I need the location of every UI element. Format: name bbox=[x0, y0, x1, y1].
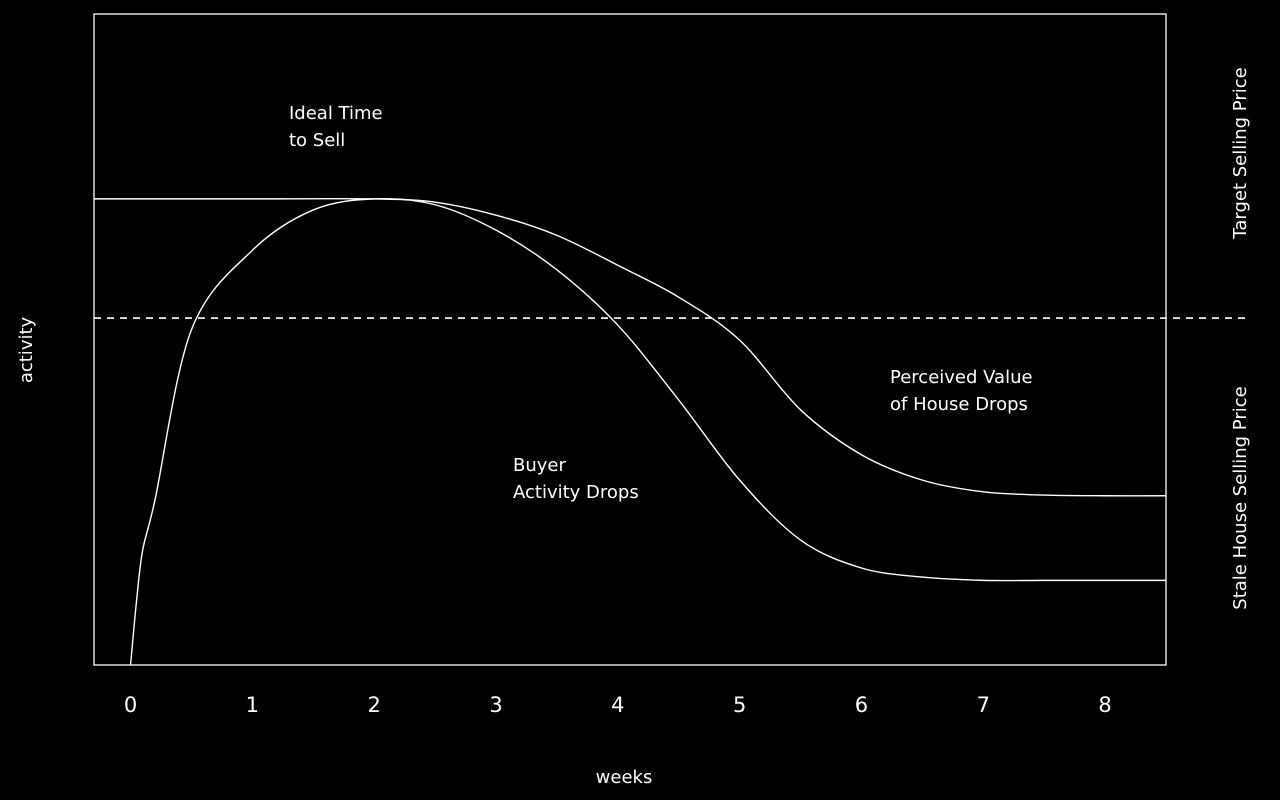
x-tick-label: 5 bbox=[733, 693, 746, 717]
x-tick-label: 6 bbox=[855, 693, 868, 717]
x-tick-label: 7 bbox=[977, 693, 990, 717]
plot-frame bbox=[93, 13, 1167, 666]
y-axis-label: activity bbox=[16, 316, 37, 383]
annotation: Ideal Time bbox=[289, 103, 383, 124]
annotation: Activity Drops bbox=[513, 482, 639, 503]
x-tick-label: 0 bbox=[124, 693, 137, 717]
right-label: Stale House Selling Price bbox=[1230, 386, 1251, 609]
annotation: Buyer bbox=[513, 455, 566, 476]
x-tick-label: 8 bbox=[1098, 693, 1111, 717]
line-series bbox=[129, 197, 1166, 666]
right-label: Target Selling Price bbox=[1230, 67, 1251, 239]
x-tick-label: 2 bbox=[367, 693, 380, 717]
x-tick-label: 4 bbox=[611, 693, 624, 717]
x-tick-label: 3 bbox=[489, 693, 502, 717]
line-series bbox=[93, 197, 1167, 497]
annotation: Perceived Value bbox=[890, 367, 1033, 388]
x-tick-label: 1 bbox=[246, 693, 259, 717]
annotation: of House Drops bbox=[890, 394, 1028, 415]
x-axis-label: weeks bbox=[596, 767, 653, 788]
annotation: to Sell bbox=[289, 130, 345, 151]
